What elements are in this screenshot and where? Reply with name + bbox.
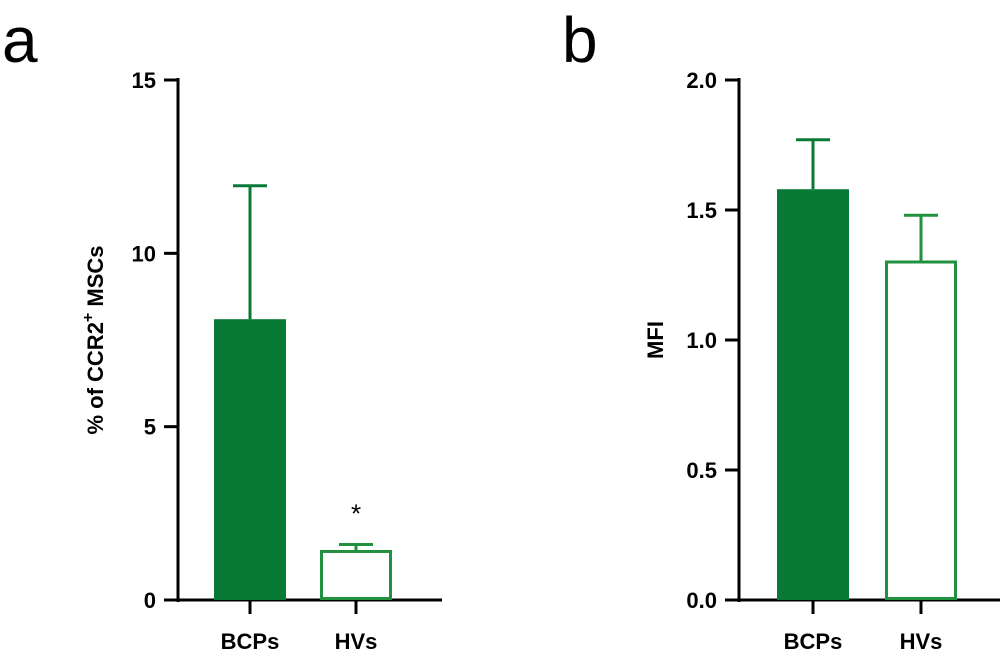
marks-a: [164, 78, 442, 614]
y-tick-label-b-2: 1.0: [686, 328, 717, 353]
x-category-label-a-0: BCPs: [221, 629, 280, 654]
y-axis-title-a: % of CCR2+ MSCs: [80, 245, 108, 434]
y-tick-label-a-0: 0: [144, 588, 156, 613]
significance-marker-a: *: [351, 499, 361, 529]
y-axis-title-b: MFI: [643, 321, 668, 359]
y-tick-label-b-3: 1.5: [686, 198, 717, 223]
x-categories-b: BCPs HVs: [784, 629, 943, 654]
bar-b-hvs: [885, 260, 957, 600]
x-category-label-b-0: BCPs: [784, 629, 843, 654]
y-tick-label-b-4: 2.0: [686, 68, 717, 93]
panel-b: b MFI 0.0 0.5 1.0 1.5 2.0 BCPs HVs: [562, 4, 1000, 654]
bar-a-bcps: [214, 319, 286, 600]
bar-b-bcps: [777, 189, 849, 600]
y-ticks-b: 0.0 0.5 1.0 1.5 2.0: [686, 68, 717, 613]
x-category-label-b-1: HVs: [900, 629, 943, 654]
panel-a: a % of CCR2+ MSCs 0 5 10 15 BCPs HVs *: [2, 4, 442, 654]
y-ticks-a: 0 5 10 15: [132, 68, 156, 613]
bar-a-hvs: [320, 549, 392, 601]
x-category-label-a-1: HVs: [335, 629, 378, 654]
y-tick-label-a-1: 5: [144, 415, 156, 440]
panel-letter-a: a: [2, 4, 38, 76]
panel-letter-b: b: [562, 4, 598, 76]
y-tick-label-b-1: 0.5: [686, 458, 717, 483]
y-tick-label-a-3: 15: [132, 68, 156, 93]
x-categories-a: BCPs HVs: [221, 629, 378, 654]
y-tick-label-a-2: 10: [132, 241, 156, 266]
marks-b: [725, 78, 1000, 614]
y-tick-label-b-0: 0.0: [686, 588, 717, 613]
